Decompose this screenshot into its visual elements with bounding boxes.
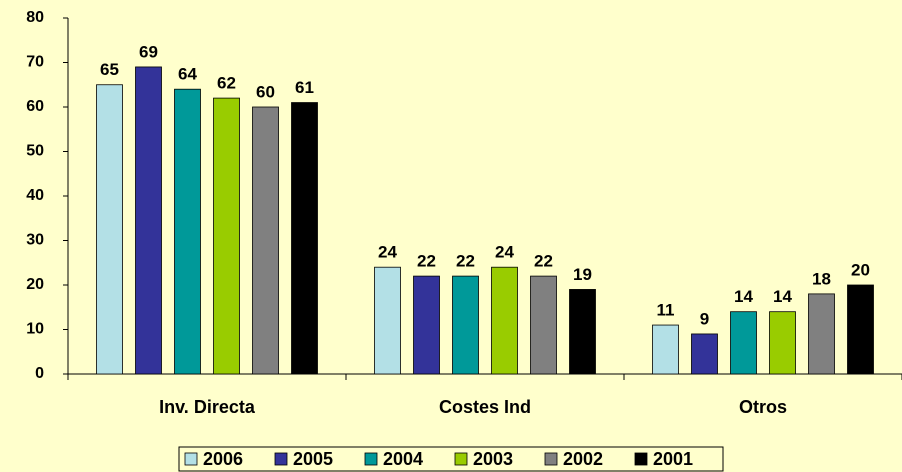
value-label: 22 (456, 252, 475, 271)
value-label: 9 (700, 309, 709, 328)
value-label: 20 (851, 260, 870, 279)
value-label: 64 (178, 65, 197, 84)
legend-label: 2004 (383, 449, 423, 469)
y-tick-label: 10 (26, 321, 44, 338)
value-label: 62 (217, 74, 236, 93)
value-label: 22 (534, 252, 553, 271)
value-label: 61 (295, 78, 314, 97)
bar (96, 84, 123, 375)
bar (730, 311, 757, 375)
bar (213, 97, 240, 375)
y-tick-label: 30 (26, 232, 44, 249)
y-tick-label: 20 (26, 276, 44, 293)
value-label: 60 (256, 82, 275, 101)
value-label: 24 (378, 243, 397, 262)
legend-swatch (634, 452, 648, 466)
bar (452, 275, 479, 375)
bar (652, 324, 679, 375)
y-tick-label: 60 (26, 98, 44, 115)
value-label: 24 (495, 243, 514, 262)
legend-box (178, 446, 724, 472)
bar (491, 266, 518, 375)
value-label: 65 (100, 60, 119, 79)
value-label: 14 (734, 287, 753, 306)
y-tick-label: 50 (26, 143, 44, 160)
bar (291, 102, 318, 375)
value-label: 14 (773, 287, 792, 306)
value-label: 69 (139, 42, 158, 61)
value-label: 19 (573, 265, 592, 284)
legend-label: 2001 (653, 449, 693, 469)
y-tick-label: 80 (26, 9, 44, 26)
value-label: 11 (657, 301, 675, 320)
bar (808, 293, 835, 375)
bar (691, 333, 718, 375)
legend-label: 2002 (563, 449, 603, 469)
bar (569, 289, 596, 375)
legend-swatch (184, 452, 198, 466)
bar (769, 311, 796, 375)
legend-swatch (364, 452, 378, 466)
legend-swatch (454, 452, 468, 466)
legend-label: 2006 (203, 449, 243, 469)
value-label: 22 (417, 252, 436, 271)
bar (135, 66, 162, 375)
legend-swatch (274, 452, 288, 466)
bar (847, 284, 874, 375)
bar (252, 106, 279, 375)
bar (413, 275, 440, 375)
x-tick-label: Otros (739, 397, 787, 417)
bar (174, 88, 201, 375)
bar (530, 275, 557, 375)
y-tick-label: 0 (35, 365, 44, 382)
y-tick-label: 70 (26, 54, 44, 71)
x-tick-label: Inv. Directa (159, 397, 256, 417)
legend-label: 2003 (473, 449, 513, 469)
bar (374, 266, 401, 375)
legend-label: 2005 (293, 449, 333, 469)
y-tick-label: 40 (26, 187, 44, 204)
value-label: 18 (812, 269, 831, 288)
x-tick-label: Costes Ind (439, 397, 531, 417)
legend-swatch (544, 452, 558, 466)
